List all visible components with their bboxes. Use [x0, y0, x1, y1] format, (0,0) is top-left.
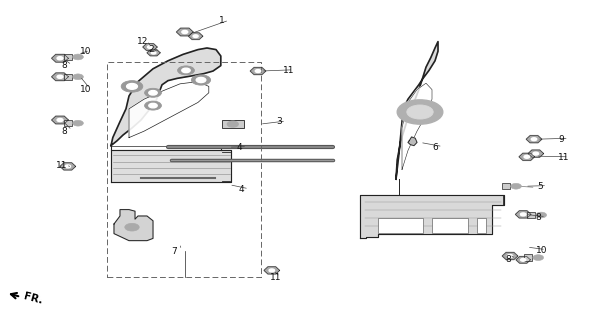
Polygon shape — [519, 153, 535, 160]
Bar — [64, 74, 72, 80]
Polygon shape — [52, 54, 68, 62]
Circle shape — [520, 213, 526, 216]
Circle shape — [182, 30, 188, 34]
Circle shape — [521, 259, 526, 261]
Text: 2: 2 — [149, 45, 154, 54]
Polygon shape — [52, 116, 68, 124]
Bar — [524, 254, 532, 261]
Text: 11: 11 — [270, 273, 281, 282]
Bar — [64, 120, 72, 126]
Circle shape — [407, 105, 433, 119]
Text: 6: 6 — [432, 143, 438, 152]
Text: 4: 4 — [237, 143, 242, 152]
Circle shape — [57, 57, 63, 60]
Bar — [502, 183, 510, 189]
Polygon shape — [402, 83, 432, 170]
Circle shape — [531, 138, 537, 141]
Polygon shape — [111, 48, 221, 146]
Circle shape — [533, 255, 544, 260]
Polygon shape — [250, 68, 266, 75]
Circle shape — [536, 212, 547, 218]
Text: 1: 1 — [219, 16, 225, 25]
Polygon shape — [188, 33, 203, 39]
Polygon shape — [526, 136, 542, 143]
Bar — [64, 54, 72, 60]
Text: 8: 8 — [506, 255, 512, 264]
Circle shape — [121, 81, 143, 92]
Circle shape — [149, 103, 157, 108]
Text: 10: 10 — [80, 85, 91, 94]
Bar — [477, 218, 486, 233]
Text: 11: 11 — [56, 161, 67, 170]
Circle shape — [269, 269, 275, 272]
Circle shape — [57, 118, 63, 122]
Circle shape — [178, 66, 194, 75]
Polygon shape — [52, 73, 68, 81]
Text: 12: 12 — [137, 37, 148, 46]
Polygon shape — [396, 42, 438, 179]
Text: 11: 11 — [558, 153, 569, 162]
Polygon shape — [408, 137, 417, 146]
Polygon shape — [516, 257, 530, 263]
Circle shape — [524, 155, 530, 158]
Circle shape — [145, 101, 161, 110]
Polygon shape — [515, 211, 531, 218]
Circle shape — [227, 121, 238, 127]
Text: 4: 4 — [239, 185, 244, 194]
Text: 5: 5 — [537, 182, 543, 191]
Circle shape — [145, 88, 161, 97]
Circle shape — [193, 35, 198, 37]
Text: 9: 9 — [558, 135, 564, 144]
Text: 8: 8 — [536, 213, 542, 222]
Polygon shape — [114, 210, 153, 241]
Circle shape — [191, 75, 211, 85]
Polygon shape — [360, 195, 504, 238]
Polygon shape — [147, 50, 160, 56]
Circle shape — [255, 69, 261, 73]
Circle shape — [149, 91, 157, 95]
Text: 10: 10 — [80, 47, 91, 56]
Circle shape — [73, 74, 83, 80]
Circle shape — [151, 52, 156, 54]
Circle shape — [507, 254, 513, 258]
Polygon shape — [129, 82, 209, 138]
Polygon shape — [528, 150, 544, 157]
Polygon shape — [143, 44, 157, 50]
Text: 7: 7 — [171, 247, 177, 256]
Polygon shape — [176, 28, 193, 36]
Circle shape — [73, 120, 83, 126]
Bar — [432, 218, 468, 233]
Text: 11: 11 — [283, 66, 295, 75]
Polygon shape — [502, 252, 518, 260]
Text: 8: 8 — [62, 61, 68, 70]
Text: 8: 8 — [62, 127, 68, 136]
Bar — [378, 218, 423, 233]
Bar — [527, 212, 535, 218]
Circle shape — [182, 68, 190, 73]
Circle shape — [148, 46, 152, 48]
Polygon shape — [60, 163, 76, 170]
Circle shape — [127, 84, 137, 89]
Circle shape — [397, 100, 443, 124]
Text: 3: 3 — [276, 117, 282, 126]
Circle shape — [73, 54, 83, 60]
Text: FR.: FR. — [23, 291, 44, 306]
Circle shape — [196, 77, 206, 83]
Circle shape — [57, 75, 63, 78]
Polygon shape — [111, 150, 231, 182]
Circle shape — [125, 223, 139, 231]
Text: 10: 10 — [536, 246, 547, 255]
Polygon shape — [264, 267, 280, 274]
Circle shape — [533, 152, 539, 155]
FancyBboxPatch shape — [222, 120, 244, 128]
Circle shape — [511, 183, 521, 189]
Circle shape — [65, 165, 71, 168]
